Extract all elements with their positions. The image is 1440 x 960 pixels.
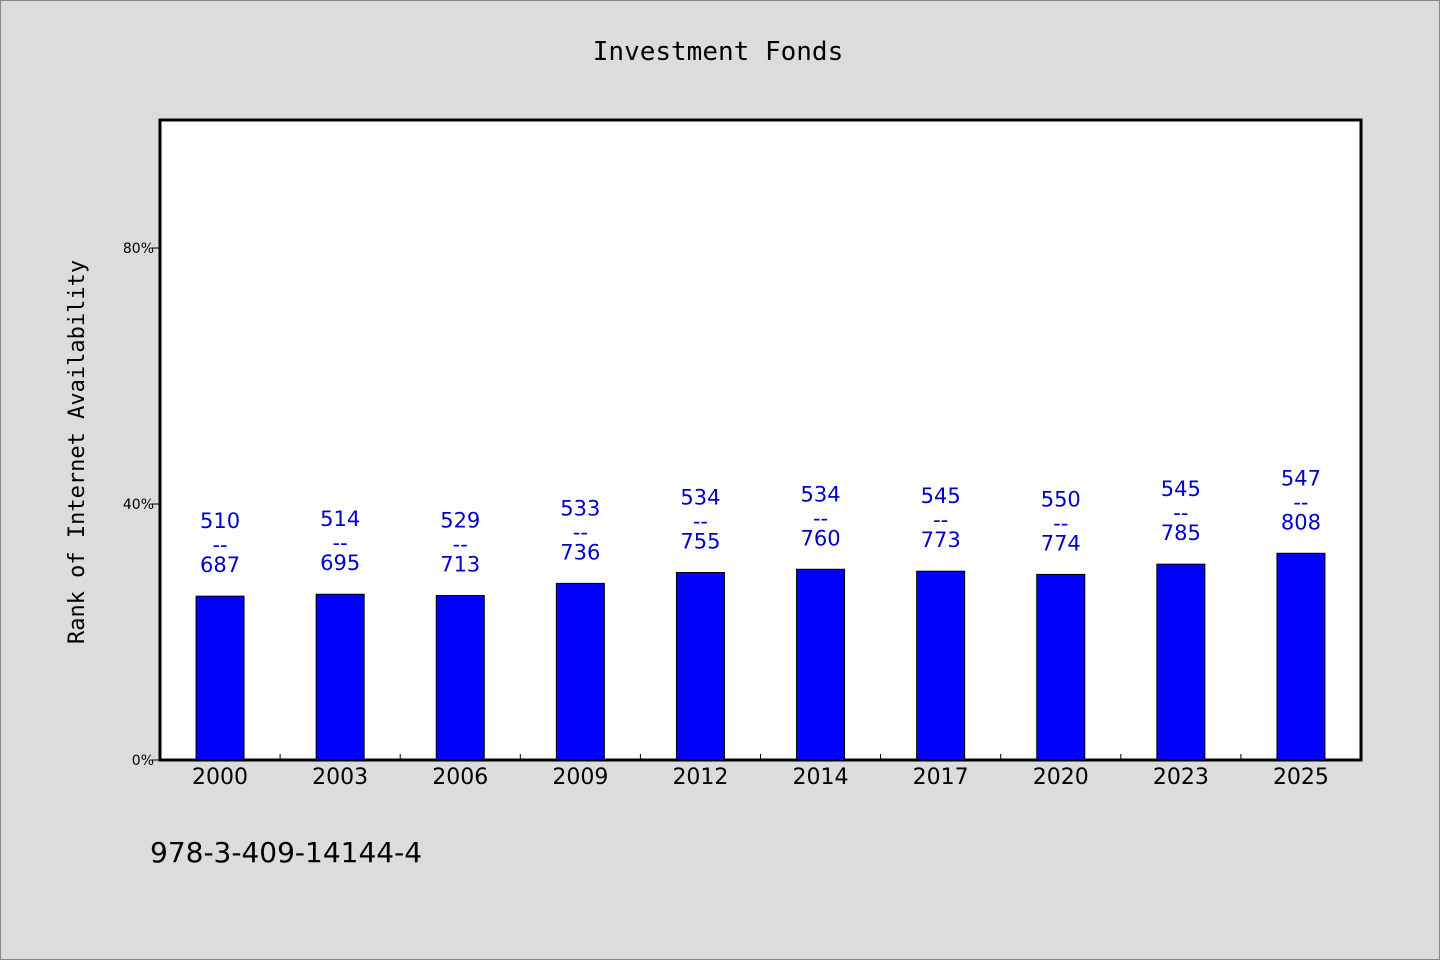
- footer-isbn: 978-3-409-14144-4: [150, 836, 422, 869]
- x-tick-label: 2025: [1273, 765, 1329, 790]
- data-label-bottom: 736: [560, 540, 600, 564]
- data-label-bottom: 773: [921, 528, 961, 552]
- bar: [1276, 552, 1326, 761]
- data-label-bottom: 774: [1041, 531, 1081, 555]
- chart-title: Investment Fonds: [593, 37, 843, 67]
- bar: [195, 595, 245, 761]
- x-tick-label: 2020: [1033, 765, 1089, 790]
- x-tick-label: 2023: [1153, 765, 1209, 790]
- data-labels: 687--510695--514713--529736--533755--534…: [200, 466, 1321, 577]
- data-label-separator: --: [212, 533, 227, 557]
- x-tick-label: 2017: [913, 765, 969, 790]
- data-label-separator: --: [813, 506, 828, 530]
- bar: [916, 570, 966, 761]
- data-label-top: 514: [320, 507, 360, 531]
- bar: [315, 593, 365, 761]
- bar: [675, 571, 725, 761]
- x-tick-label: 2000: [192, 765, 248, 790]
- data-label-separator: --: [573, 520, 588, 544]
- data-label-separator: --: [333, 531, 348, 555]
- data-label-bottom: 687: [200, 553, 240, 577]
- data-label-top: 533: [560, 496, 600, 520]
- data-label-top: 534: [680, 485, 720, 509]
- data-label-top: 529: [440, 509, 480, 533]
- y-tick-label: 40%: [123, 497, 154, 513]
- x-tick-label: 2006: [432, 765, 488, 790]
- data-label-separator: --: [933, 508, 948, 532]
- x-tick-label: 2012: [672, 765, 728, 790]
- data-label-bottom: 755: [680, 529, 720, 553]
- data-label-bottom: 785: [1161, 521, 1201, 545]
- bar: [796, 568, 846, 761]
- y-tick-label: 80%: [123, 241, 154, 257]
- data-label-top: 534: [801, 482, 841, 506]
- bar: [1036, 573, 1086, 761]
- data-label-separator: --: [1293, 490, 1308, 514]
- data-label-top: 547: [1281, 466, 1321, 490]
- data-label-separator: --: [1173, 501, 1188, 525]
- data-label-bottom: 695: [320, 551, 360, 575]
- bar: [1156, 563, 1206, 761]
- x-tick-label: 2014: [793, 765, 849, 790]
- x-axis: 2000 2003 2006 2009 2012 2014 2017 2020 2023 2025: [192, 754, 1329, 790]
- x-tick-label: 2009: [552, 765, 608, 790]
- data-label-separator: --: [693, 509, 708, 533]
- data-label-bottom: 760: [801, 526, 841, 550]
- data-label-top: 545: [921, 484, 961, 508]
- bar-series: [195, 552, 1326, 761]
- bar: [435, 595, 485, 761]
- data-label-bottom: 808: [1281, 510, 1321, 534]
- y-axis: 0% 40% 80%: [123, 241, 160, 769]
- data-label-bottom: 713: [440, 553, 480, 577]
- bar: [555, 582, 605, 761]
- data-label-separator: --: [453, 533, 468, 557]
- data-label-top: 510: [200, 509, 240, 533]
- x-tick-label: 2003: [312, 765, 368, 790]
- data-label-top: 550: [1041, 487, 1081, 511]
- data-label-separator: --: [1053, 511, 1068, 535]
- y-axis-label: Rank of Internet Availability: [65, 260, 90, 644]
- y-tick-label: 0%: [132, 753, 154, 769]
- data-label-top: 545: [1161, 477, 1201, 501]
